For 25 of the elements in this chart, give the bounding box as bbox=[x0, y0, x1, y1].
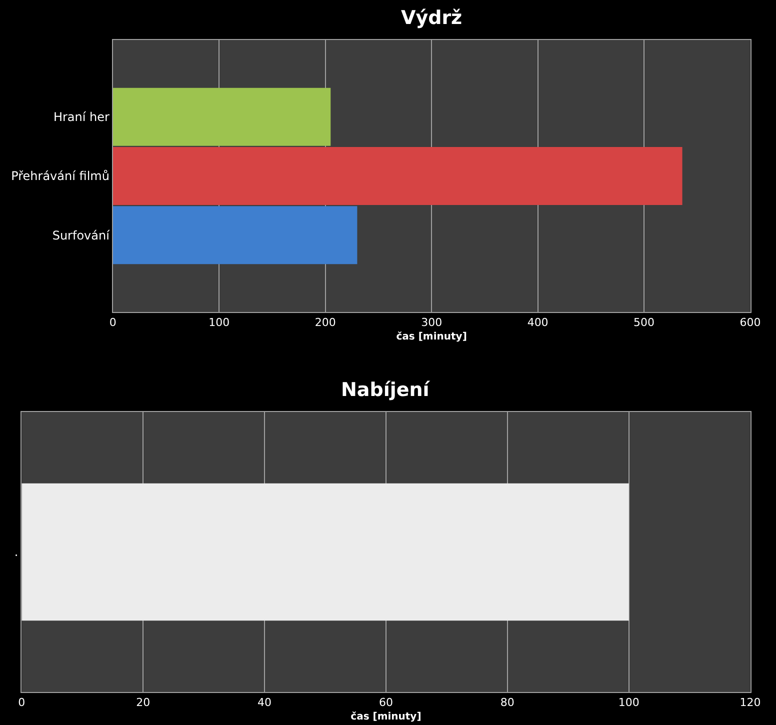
x-tick-label: 100 bbox=[208, 316, 230, 330]
x-tick-label: 400 bbox=[527, 316, 548, 330]
x-tick-label: 0 bbox=[109, 316, 116, 330]
chart-title: Výdrž bbox=[401, 7, 462, 29]
x-tick-label: 60 bbox=[378, 696, 393, 710]
x-tick-label: 20 bbox=[136, 696, 150, 710]
x-tick-label: 40 bbox=[258, 696, 272, 710]
y-tick-label: . bbox=[14, 545, 18, 560]
chart-title: Nabíjení bbox=[341, 379, 431, 401]
x-tick-label: 300 bbox=[421, 316, 442, 330]
x-tick-label: 500 bbox=[634, 316, 655, 330]
x-tick-label: 200 bbox=[314, 316, 336, 330]
bar bbox=[112, 147, 682, 205]
x-axis-title: čas [minuty] bbox=[350, 712, 422, 723]
bar bbox=[112, 88, 331, 146]
x-tick-label: 600 bbox=[740, 316, 761, 330]
x-axis-title: čas [minuty] bbox=[396, 332, 467, 343]
x-tick-label: 100 bbox=[618, 696, 640, 710]
y-tick-label: Hraní her bbox=[53, 110, 110, 124]
bar bbox=[112, 206, 358, 264]
y-tick-label: Surfování bbox=[52, 228, 110, 242]
x-tick-label: 0 bbox=[18, 696, 26, 710]
y-tick-label: Přehrávání filmů bbox=[11, 169, 110, 184]
x-tick-label: 120 bbox=[740, 696, 761, 710]
x-tick-label: 80 bbox=[500, 696, 514, 710]
